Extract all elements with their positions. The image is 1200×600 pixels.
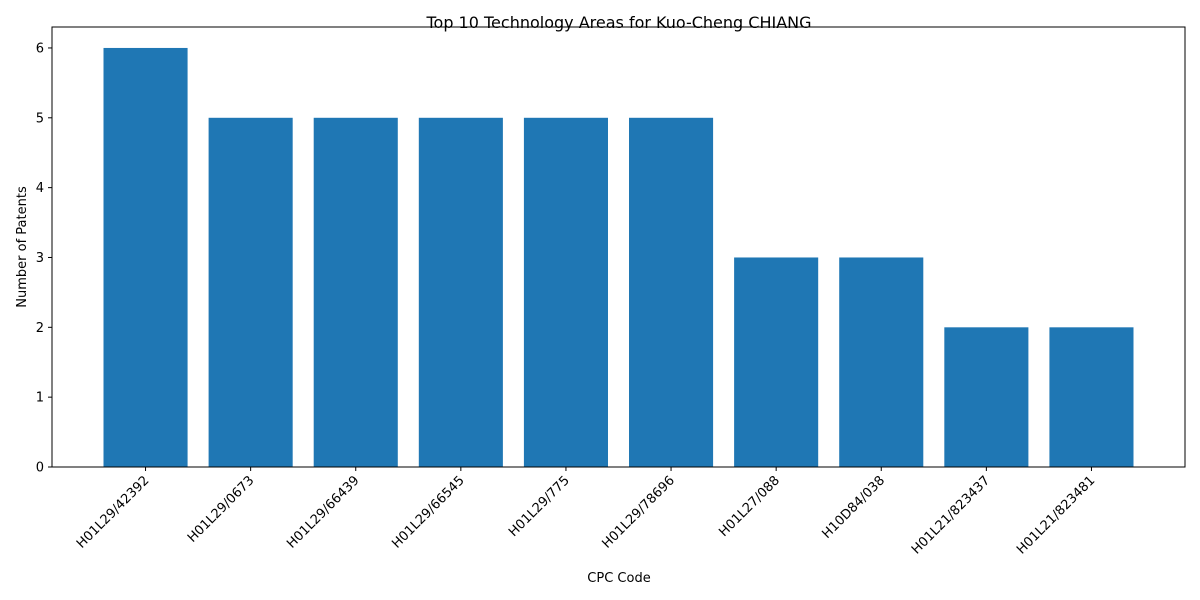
x-tick-label: H10D84/038 — [819, 473, 888, 542]
bar-H01L21/823437 — [944, 327, 1028, 467]
x-tick-label: H01L29/78696 — [600, 473, 678, 551]
x-tick-label: H01L29/66439 — [284, 473, 362, 551]
x-tick-label: H01L29/775 — [506, 473, 573, 540]
y-axis-ticks: 0 1 2 3 4 5 6 — [36, 41, 52, 475]
bar-H10D84/038 — [839, 257, 923, 467]
bar-H01L29/66545 — [419, 118, 503, 467]
x-axis-label: CPC Code — [587, 571, 650, 586]
y-tick-label: 2 — [36, 321, 44, 336]
x-tick-label: H01L21/823437 — [909, 473, 993, 557]
y-tick-label: 6 — [36, 41, 44, 56]
bar-H01L29/0673 — [209, 118, 293, 467]
y-tick-label: 1 — [36, 391, 44, 406]
x-tick-label: H01L21/823481 — [1014, 473, 1098, 557]
x-tick-label: H01L29/66545 — [389, 473, 467, 551]
y-tick-label: 4 — [36, 181, 44, 196]
y-axis-label: Number of Patents — [15, 186, 30, 308]
bars-group — [104, 48, 1134, 467]
bar-H01L29/78696 — [629, 118, 713, 467]
chart-title: Top 10 Technology Areas for Kuo-Cheng CH… — [425, 13, 811, 32]
bar-H01L29/66439 — [314, 118, 398, 467]
bar-H01L21/823481 — [1049, 327, 1133, 467]
bar-H01L29/42392 — [104, 48, 188, 467]
y-tick-label: 0 — [36, 461, 44, 476]
bar-H01L27/088 — [734, 257, 818, 467]
y-tick-label: 3 — [36, 251, 44, 266]
bar-H01L29/775 — [524, 118, 608, 467]
x-tick-label: H01L27/088 — [716, 473, 783, 540]
y-tick-label: 5 — [36, 111, 44, 126]
x-tick-label: H01L29/0673 — [185, 473, 258, 546]
x-axis-ticks: H01L29/42392 H01L29/0673 H01L29/66439 H01L2… — [74, 467, 1098, 557]
x-tick-label: H01L29/42392 — [74, 473, 152, 551]
